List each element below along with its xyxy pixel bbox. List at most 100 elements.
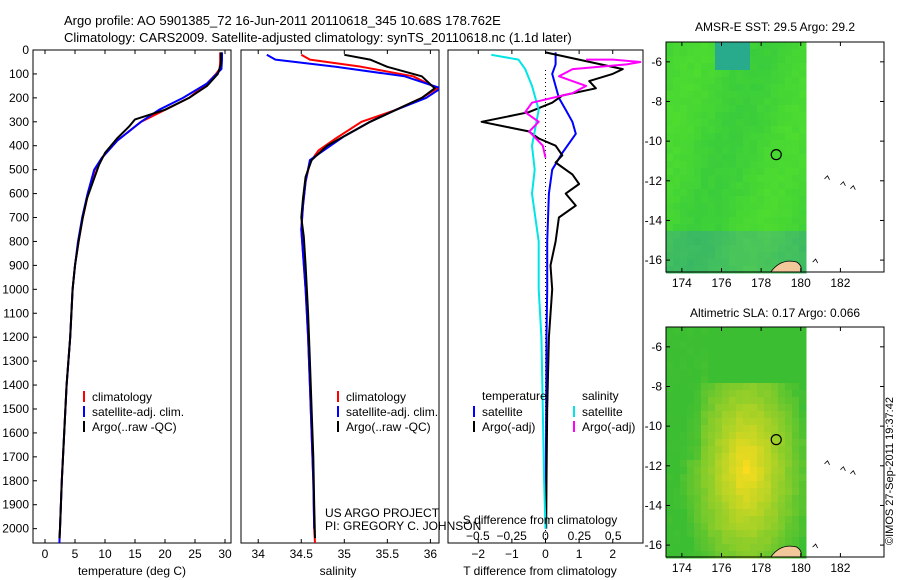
x-tick-label: 0 xyxy=(542,547,549,561)
s-diff-tick-label: −0.25 xyxy=(496,529,527,543)
map-x-tick-label: 174 xyxy=(672,561,692,575)
y-tick-label: 1100 xyxy=(3,306,29,320)
map-y-tick-label: -10 xyxy=(645,134,663,148)
x-tick-label: 15 xyxy=(128,547,142,561)
y-tick-label: 1500 xyxy=(2,402,29,416)
temperature-plot: 0 5 10 15 20 25 300100200300400500600700800900… xyxy=(2,43,232,561)
series-line-climatology xyxy=(300,53,439,543)
x-axis-label-t-difference: T difference from climatology xyxy=(463,564,617,578)
legend-label-argo: Argo(..raw -QC) xyxy=(346,420,431,434)
x-tick-label: 34.5 xyxy=(290,547,314,561)
map-y-tick-label: -14 xyxy=(645,498,663,512)
difference-plot: −2 −1 0 1 2 −0.5 −0.25 0 0.25 0.5 xyxy=(466,50,642,561)
map-x-tick-label: 180 xyxy=(791,561,811,575)
island-mark xyxy=(812,258,819,264)
series-line-satellite-adj-clim- xyxy=(58,52,223,543)
map-x-tick-label: 178 xyxy=(751,276,771,290)
imos-timestamp: ©IMOS 27-Sep-2011 19:37:42 xyxy=(884,397,896,545)
x-tick-label: 1 xyxy=(576,547,583,561)
x-tick-label: −2 xyxy=(471,547,485,561)
y-tick-label: 1800 xyxy=(2,474,29,488)
map-x-tick-label: 178 xyxy=(751,561,771,575)
map-y-tick-label: -16 xyxy=(645,253,663,267)
island-mark xyxy=(850,185,856,190)
series-line-argo-raw-qc- xyxy=(300,53,436,539)
series-line-salinity-argo-adj- xyxy=(524,58,642,158)
map-x-tick-label: 182 xyxy=(830,561,850,575)
y-tick-label: 1700 xyxy=(2,450,29,464)
legend-label-satellite-s: satellite xyxy=(582,405,623,419)
x-tick-label: −1 xyxy=(505,547,519,561)
map-x-tick-label: 176 xyxy=(711,276,731,290)
island-mark xyxy=(840,466,846,471)
y-tick-label: 300 xyxy=(9,115,29,129)
y-tick-label: 1400 xyxy=(2,378,29,392)
y-tick-label: 1900 xyxy=(2,498,29,512)
salinity-plot: 34 34.5 35 35.5 36 xyxy=(252,50,439,561)
series-line-temperature-argo-adj- xyxy=(480,51,624,529)
map-y-tick-label: -6 xyxy=(651,55,662,69)
map-x-tick-label: 182 xyxy=(830,276,850,290)
legend-title-temperature: temperature xyxy=(482,389,547,403)
y-tick-label: 2000 xyxy=(2,522,29,536)
legend-label-argo: Argo(..raw -QC) xyxy=(92,420,177,434)
x-tick-label: 34 xyxy=(252,547,266,561)
series-line-argo-raw-qc- xyxy=(58,52,222,539)
island-mark xyxy=(850,470,856,475)
argo-float-marker xyxy=(770,149,782,161)
x-tick-label: 30 xyxy=(218,547,232,561)
sla-map-frame xyxy=(665,326,885,558)
s-diff-tick-label: 0.5 xyxy=(605,529,622,543)
series-line-temperature-satellite xyxy=(544,52,577,529)
legend-label-satellite-t: satellite xyxy=(482,405,523,419)
y-tick-label: 1300 xyxy=(2,354,29,368)
x-tick-label: 5 xyxy=(72,547,79,561)
map-y-tick-label: -8 xyxy=(651,379,662,393)
x-tick-label: 35 xyxy=(338,547,352,561)
legend-title-salinity: salinity xyxy=(582,389,619,403)
island-mark xyxy=(824,460,830,465)
sst-map-title: AMSR-E SST: 29.5 Argo: 29.2 xyxy=(695,20,855,34)
y-tick-label: 800 xyxy=(9,234,29,248)
y-tick-label: 200 xyxy=(9,91,29,105)
map-y-tick-label: -16 xyxy=(645,538,663,552)
island-mark xyxy=(840,181,846,186)
legend-label-satellite-adj: satellite-adj. clim. xyxy=(92,405,184,419)
difference-legend-temperature: temperature satellite Argo(-adj) xyxy=(473,389,547,434)
series-line-climatology xyxy=(58,52,222,543)
map-y-tick-label: -6 xyxy=(651,340,662,354)
salinity-legend: climatology satellite-adj. clim. Argo(..… xyxy=(337,390,438,434)
series-line-salinity-satellite xyxy=(491,53,547,529)
y-tick-label: 1200 xyxy=(2,330,29,344)
sla-heatmap-cells xyxy=(666,327,807,559)
map-y-tick-label: -10 xyxy=(645,419,663,433)
y-tick-label: 0 xyxy=(22,43,29,57)
credit-project: US ARGO PROJECT xyxy=(325,506,440,520)
s-diff-tick-label: −0.5 xyxy=(466,529,490,543)
y-tick-label: 600 xyxy=(9,187,29,201)
map-x-tick-label: 180 xyxy=(791,276,811,290)
x-axis-label-temperature: temperature (deg C) xyxy=(78,564,186,578)
temperature-legend: climatology satellite-adj. clim. Argo(..… xyxy=(83,390,184,434)
legend-label-argo-s: Argo(-adj) xyxy=(582,420,635,434)
sla-map-title: Altimetric SLA: 0.17 Argo: 0.066 xyxy=(690,306,860,320)
map-y-tick-label: -12 xyxy=(645,174,663,188)
x-tick-label: 2 xyxy=(609,547,616,561)
figure-title-line1: Argo profile: AO 5901385_72 16-Jun-2011 … xyxy=(64,13,501,28)
x-tick-label: 0 xyxy=(42,547,49,561)
credit-pi: PI: GREGORY C. JOHNSON xyxy=(325,519,481,533)
x-tick-label: 10 xyxy=(98,547,112,561)
y-tick-label: 100 xyxy=(9,67,29,81)
legend-label-satellite-adj: satellite-adj. clim. xyxy=(346,405,438,419)
x-tick-label: 20 xyxy=(158,547,172,561)
island-mark xyxy=(812,543,819,549)
temperature-plot-frame xyxy=(32,49,232,544)
salinity-plot-frame xyxy=(240,49,440,544)
map-y-tick-label: -14 xyxy=(645,213,663,227)
legend-label-climatology: climatology xyxy=(92,390,152,404)
x-tick-label: 35.5 xyxy=(376,547,400,561)
map-y-tick-label: -12 xyxy=(645,459,663,473)
difference-legend-salinity: salinity satellite Argo(-adj) xyxy=(573,389,635,434)
map-x-tick-label: 176 xyxy=(711,561,731,575)
